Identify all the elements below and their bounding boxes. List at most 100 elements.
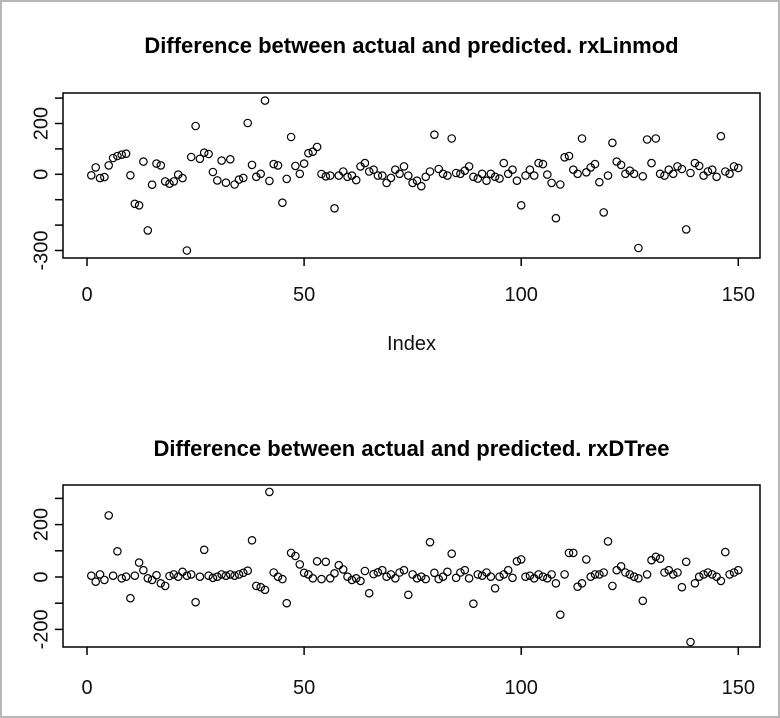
data-point	[265, 487, 274, 497]
data-point	[278, 574, 287, 584]
data-point	[390, 165, 400, 175]
data-point	[286, 132, 296, 142]
data-point	[664, 565, 674, 575]
data-point	[143, 573, 153, 583]
data-point	[616, 561, 626, 571]
data-point	[139, 157, 148, 166]
data-point	[108, 153, 118, 163]
data-point	[412, 176, 422, 186]
x-tick-label: 50	[293, 284, 315, 306]
data-point	[573, 169, 582, 179]
data-point	[221, 178, 231, 188]
data-point	[503, 169, 513, 179]
data-point	[321, 172, 331, 181]
data-point	[603, 171, 613, 180]
data-point	[703, 568, 713, 577]
data-point	[599, 568, 609, 577]
data-point	[139, 565, 148, 575]
data-point	[130, 199, 140, 209]
data-point	[121, 149, 131, 159]
data-point	[152, 159, 161, 168]
data-point	[373, 567, 383, 577]
data-point	[252, 172, 261, 182]
data-point	[534, 158, 543, 168]
data-point	[642, 135, 652, 144]
data-point	[343, 172, 352, 182]
data-point	[243, 566, 253, 576]
data-point	[256, 582, 266, 592]
data-point	[408, 178, 417, 188]
x-tick-label: 100	[505, 284, 538, 306]
data-point	[551, 578, 561, 588]
data-point	[147, 180, 157, 190]
data-point	[590, 570, 600, 579]
data-point	[282, 598, 292, 608]
data-point	[512, 556, 522, 566]
data-point	[213, 572, 222, 582]
data-point	[725, 169, 734, 179]
data-point	[430, 568, 439, 578]
data-point	[499, 158, 509, 168]
data-point	[143, 226, 153, 235]
data-point	[638, 172, 648, 181]
data-points	[87, 487, 743, 647]
y-tick-label: 200	[30, 508, 52, 541]
data-point	[660, 171, 669, 180]
data-point	[234, 175, 244, 184]
data-point	[312, 142, 322, 152]
data-point	[469, 172, 478, 182]
data-point	[577, 134, 587, 143]
data-point	[699, 171, 708, 180]
data-point	[87, 171, 96, 180]
data-point	[699, 570, 708, 579]
data-point	[621, 568, 630, 577]
y-tick-label: 0	[30, 571, 52, 582]
data-point	[169, 177, 179, 186]
data-point	[156, 161, 166, 170]
data-point	[360, 566, 370, 576]
data-point	[647, 158, 656, 168]
data-point	[512, 176, 522, 186]
data-point	[178, 173, 187, 183]
data-point	[590, 159, 600, 169]
data-point	[273, 161, 283, 170]
data-point	[382, 178, 391, 188]
data-point	[347, 171, 357, 180]
data-point	[629, 169, 639, 179]
data-point	[425, 167, 435, 176]
data-point	[208, 573, 218, 583]
data-point	[677, 164, 687, 174]
data-point	[673, 162, 682, 171]
data-point	[733, 163, 743, 173]
data-point	[100, 172, 109, 182]
data-point	[330, 204, 339, 213]
data-point	[508, 573, 517, 583]
data-point	[334, 171, 344, 180]
data-point	[226, 570, 235, 579]
data-point	[304, 148, 313, 158]
y-tick-label: 200	[30, 107, 52, 140]
data-point	[560, 570, 569, 579]
y-tick-label: 0	[30, 169, 52, 180]
data-point	[616, 160, 626, 170]
data-point	[464, 573, 474, 583]
data-point	[395, 169, 404, 179]
x-axis: 0 50 100 150	[81, 647, 755, 699]
data-point	[239, 568, 248, 578]
data-point	[482, 176, 491, 186]
data-point	[608, 581, 617, 591]
data-point	[712, 172, 721, 182]
data-point	[299, 159, 309, 168]
data-point	[668, 169, 678, 179]
data-point	[438, 572, 448, 582]
data-point	[104, 511, 114, 520]
data-point	[451, 168, 461, 178]
data-point	[351, 175, 361, 185]
data-point	[716, 131, 726, 141]
data-point	[160, 177, 170, 186]
data-point	[634, 573, 643, 583]
data-point	[147, 575, 157, 585]
plot-1: 200 0 -300 0 50 100 150	[30, 92, 761, 306]
data-point	[725, 570, 734, 579]
data-point	[182, 246, 192, 255]
